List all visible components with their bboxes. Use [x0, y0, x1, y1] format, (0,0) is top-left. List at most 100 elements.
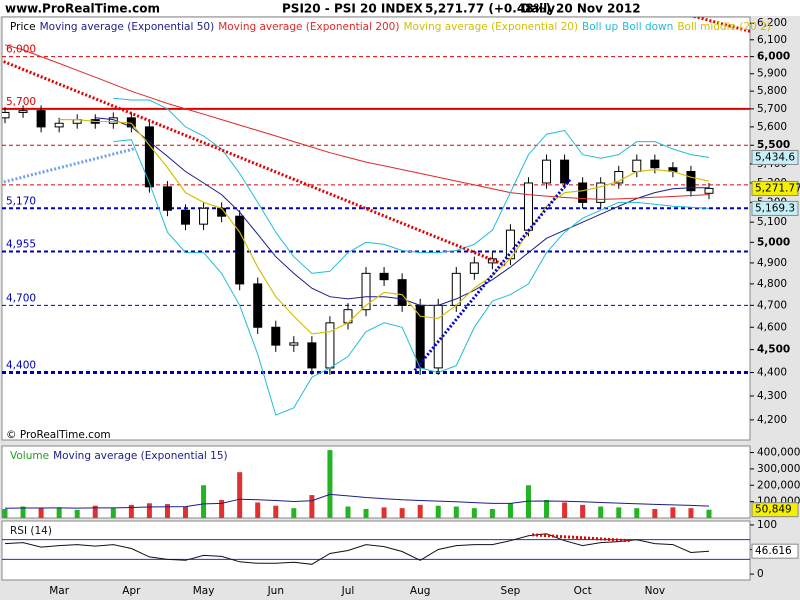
legend: Price Moving average (Exponential 50) Movi…	[10, 21, 771, 33]
volume-bar	[399, 508, 405, 518]
y-tick-label: 5,800	[757, 85, 787, 97]
level-label: 6,000	[6, 44, 36, 56]
volume-bar	[616, 507, 622, 518]
candle-body	[560, 159, 570, 184]
price-panel	[1, 16, 751, 441]
candle-body	[614, 171, 624, 184]
candle-body	[397, 279, 407, 306]
candle-body	[108, 117, 118, 124]
volume-bar	[2, 509, 8, 518]
indicator-line	[59, 119, 710, 335]
legend-entry: Boll up	[582, 21, 618, 33]
volume-bar	[634, 508, 640, 518]
volume-bar	[670, 507, 676, 518]
volume-bar	[164, 504, 170, 518]
volume-bar	[273, 505, 279, 518]
y-tick-label: 6,100	[757, 34, 787, 46]
indicator-line	[113, 139, 710, 416]
candle-body	[307, 342, 317, 369]
volume-bar	[345, 506, 351, 518]
y-tick-label: 5,500	[757, 139, 790, 151]
trend-line	[690, 17, 750, 33]
candle-body	[289, 342, 299, 346]
value-tag	[751, 149, 799, 165]
legend-entry: Moving average (Exponential 50)	[40, 21, 215, 33]
value-tag-label: 50,849	[755, 504, 792, 516]
volume-bar	[417, 504, 423, 518]
y-tick-label: 6,000	[757, 51, 790, 63]
candle-body	[235, 215, 245, 285]
x-tick-label: Jul	[341, 585, 355, 597]
candle-body	[144, 126, 154, 188]
price-plot	[2, 17, 750, 416]
legend-entry: Moving average (Exponential 20)	[403, 21, 578, 33]
volume-panel	[1, 445, 751, 519]
volume-bar	[507, 503, 513, 518]
y-tick-label: 5,000	[757, 236, 790, 248]
legend: Volume Moving average (Exponential 15)	[10, 450, 228, 462]
x-tick-label: Aug	[410, 585, 431, 597]
volume-bar	[183, 506, 189, 518]
candle-body	[578, 182, 588, 203]
level-label: 4,955	[6, 239, 36, 251]
candle-body	[686, 171, 696, 192]
candle-body	[199, 207, 209, 225]
header-bar	[0, 0, 800, 16]
candle-body	[596, 182, 606, 203]
x-tick-label: Mar	[49, 585, 69, 597]
volume-bar	[471, 508, 477, 518]
y-tick-label: 5,700	[757, 103, 787, 115]
volume-bar	[92, 505, 98, 518]
legend-entry: Volume	[10, 450, 49, 462]
candle-body	[181, 209, 191, 225]
value-tag	[751, 180, 799, 196]
volume-bar	[363, 509, 369, 518]
candle-body	[18, 110, 28, 113]
legend-entry: RSI (14)	[10, 525, 52, 537]
volume-bar	[20, 506, 26, 518]
y-tick-label: 300,000	[757, 463, 800, 475]
volume-bar	[525, 485, 531, 518]
volume-bar	[38, 508, 44, 518]
trend-line	[532, 533, 630, 543]
quote: 5,271.77 (+0.48%)	[425, 2, 551, 16]
candle-body	[415, 304, 425, 369]
indicator-line	[113, 97, 710, 274]
rsi-plot	[2, 533, 750, 565]
candle-body	[487, 258, 497, 264]
y-tick-label: 4,300	[757, 390, 787, 402]
value-tag-label: 5,434.6	[755, 151, 795, 163]
x-tick-label: Sep	[501, 585, 521, 597]
legend-entry: Moving average (Exponential 15)	[53, 450, 228, 462]
y-tick-label: 5,100	[757, 216, 787, 228]
volume-bar	[327, 450, 333, 518]
candle-body	[379, 272, 389, 281]
volume-bar	[580, 504, 586, 518]
x-tick-label: Nov	[645, 585, 666, 597]
y-tick-label: 5,600	[757, 121, 787, 133]
value-tag	[751, 502, 799, 518]
candle-body	[253, 283, 263, 328]
level-label: 4,700	[6, 292, 36, 304]
candle-body	[650, 159, 660, 169]
y-tick-label: 6,200	[757, 17, 787, 29]
trend-line	[2, 59, 506, 267]
y-tick-label: 400,000	[757, 447, 800, 459]
y-tick-label: 0	[757, 568, 764, 580]
volume-bar	[544, 500, 550, 518]
period: Daily	[521, 2, 555, 16]
volume-bar	[255, 502, 261, 518]
candle-body	[704, 187, 714, 194]
volume-bar	[309, 495, 315, 518]
rsi-panel	[1, 520, 751, 581]
y-tick-label: 4,700	[757, 299, 787, 311]
y-tick-label: 100	[757, 519, 777, 531]
candle-body	[54, 122, 64, 128]
candle-body	[632, 159, 642, 173]
volume-bar	[128, 504, 134, 518]
x-tick-label: Oct	[574, 585, 592, 597]
legend-entry: Price	[10, 21, 36, 33]
candle-body	[343, 309, 353, 324]
